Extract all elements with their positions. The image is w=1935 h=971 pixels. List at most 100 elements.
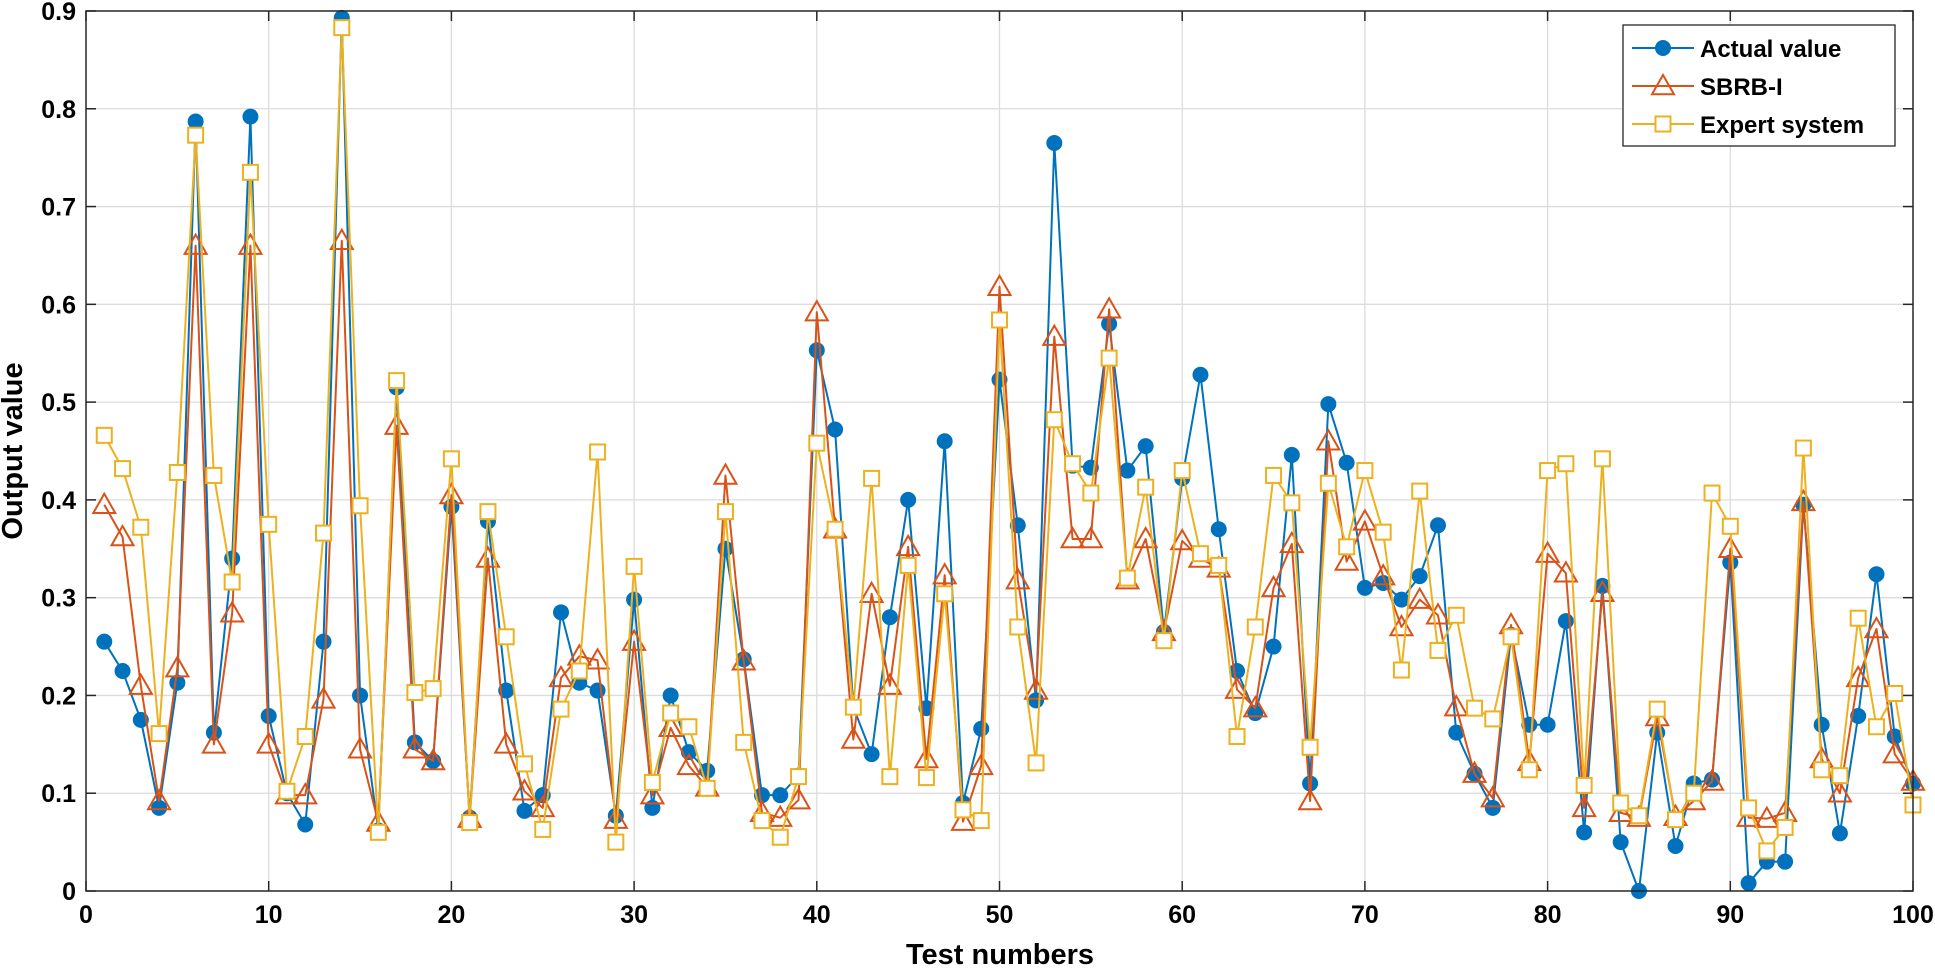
data-point	[406, 684, 424, 702]
data-point	[292, 782, 318, 805]
data-point	[1575, 776, 1593, 794]
y-tick-label: 0.3	[41, 585, 76, 613]
data-point	[1078, 525, 1104, 549]
data-point	[151, 799, 168, 816]
data-point	[1630, 807, 1648, 825]
data-point	[1297, 788, 1323, 811]
data-point	[383, 412, 410, 435]
data-point	[1557, 613, 1574, 630]
data-point	[1338, 454, 1355, 471]
data-point	[420, 747, 446, 771]
data-point	[1192, 366, 1209, 383]
data-point	[1100, 349, 1118, 367]
data-point	[1009, 618, 1027, 636]
data-point	[511, 778, 538, 801]
data-point	[1059, 525, 1086, 549]
legend-label: Expert system	[1700, 112, 1864, 139]
data-point	[1740, 799, 1758, 817]
data-point	[680, 718, 698, 736]
data-point	[1425, 602, 1451, 625]
data-point	[858, 580, 885, 604]
data-point	[1868, 566, 1885, 583]
legend: Actual value SBRB-I Expert system	[1622, 24, 1896, 147]
data-point	[1863, 615, 1890, 639]
data-point	[931, 562, 958, 585]
data-point	[844, 698, 862, 716]
data-point	[1173, 462, 1191, 480]
data-point	[1191, 545, 1209, 563]
data-point	[1333, 548, 1360, 571]
data-point	[1356, 579, 1373, 596]
data-point	[917, 769, 935, 787]
series-group	[91, 9, 1926, 899]
data-point	[552, 700, 570, 718]
data-point	[132, 711, 149, 728]
data-point	[1406, 586, 1433, 609]
data-point	[735, 733, 753, 751]
data-point	[479, 503, 497, 521]
data-point	[950, 808, 976, 831]
data-point	[1571, 794, 1597, 818]
data-point	[1229, 663, 1246, 679]
data-point	[1242, 695, 1269, 718]
y-tick-label: 0.5	[41, 389, 76, 417]
data-point	[1539, 462, 1557, 480]
data-point	[1265, 466, 1283, 484]
legend-entries: Actual value SBRB-I Expert system	[1632, 36, 1864, 139]
data-point	[1867, 718, 1885, 736]
data-point	[205, 466, 223, 484]
x-tick-label: 70	[1351, 901, 1379, 929]
x-axis-title: Test numbers	[906, 939, 1094, 971]
x-tick-label: 20	[437, 901, 465, 929]
data-point	[1754, 805, 1780, 828]
data-point	[1393, 591, 1410, 608]
data-point	[840, 726, 867, 749]
data-point	[991, 311, 1008, 329]
y-tick-label: 0	[62, 878, 76, 906]
data-point	[1593, 450, 1611, 468]
data-point	[827, 421, 844, 438]
data-point	[1338, 538, 1356, 556]
data-point	[150, 725, 168, 743]
data-point	[109, 524, 136, 547]
data-point	[223, 573, 241, 591]
data-point	[297, 816, 314, 833]
data-point	[296, 728, 314, 746]
data-point	[1813, 716, 1830, 733]
data-point	[1352, 508, 1378, 531]
axis-ticks: 0 10 20 30 40 50 60 70 80 90 100 0 0.1 0.2 0.3 0.4 0.5 0.…	[41, 0, 1934, 929]
data-point	[584, 647, 611, 670]
data-point	[881, 609, 898, 626]
data-point	[1827, 780, 1853, 803]
data-point	[424, 680, 442, 698]
data-point	[388, 372, 406, 390]
data-point	[242, 108, 259, 125]
data-point	[1520, 761, 1538, 779]
x-tick-label: 0	[79, 901, 93, 929]
data-point	[790, 768, 808, 786]
data-point	[1374, 523, 1392, 541]
data-point	[1502, 628, 1520, 646]
data-point	[730, 648, 757, 671]
data-point	[96, 633, 113, 650]
data-point	[146, 788, 172, 811]
data-point	[662, 687, 679, 704]
data-point	[132, 518, 150, 536]
data-point	[1279, 530, 1305, 554]
data-point	[1703, 484, 1721, 502]
data-point	[936, 585, 954, 603]
data-point	[1461, 760, 1488, 783]
data-point	[900, 491, 917, 508]
data-point	[402, 736, 428, 759]
data-point	[972, 812, 990, 830]
series-line	[103, 239, 1914, 824]
y-tick-label: 0.8	[41, 96, 76, 124]
series-3	[95, 19, 1922, 860]
data-point	[1845, 664, 1871, 688]
series-line	[103, 26, 1914, 852]
data-point	[548, 664, 574, 688]
data-point	[1411, 568, 1428, 585]
data-point	[698, 779, 716, 797]
data-point	[662, 704, 680, 722]
data-point	[1831, 767, 1849, 785]
